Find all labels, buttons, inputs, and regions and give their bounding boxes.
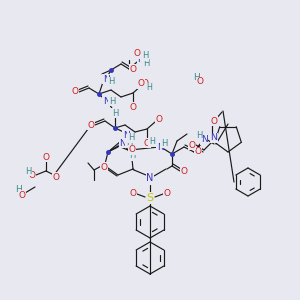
Text: N: N bbox=[123, 130, 129, 140]
Text: H: H bbox=[143, 58, 149, 68]
Text: H: H bbox=[126, 139, 132, 148]
Text: O: O bbox=[134, 50, 140, 58]
Text: O: O bbox=[130, 64, 136, 74]
Text: O: O bbox=[19, 190, 26, 200]
Text: H: H bbox=[142, 52, 148, 61]
Text: N: N bbox=[201, 136, 207, 145]
Text: O: O bbox=[155, 116, 163, 124]
Text: S: S bbox=[146, 193, 154, 203]
Text: O: O bbox=[130, 103, 136, 112]
Text: O: O bbox=[142, 80, 148, 88]
Text: O: O bbox=[181, 167, 188, 176]
Text: N: N bbox=[157, 143, 164, 152]
Text: O: O bbox=[194, 148, 202, 157]
Text: N: N bbox=[137, 55, 145, 64]
Text: O: O bbox=[43, 152, 50, 161]
Text: H: H bbox=[161, 139, 167, 148]
Text: O: O bbox=[188, 140, 196, 149]
Text: H: H bbox=[109, 97, 115, 106]
Text: H: H bbox=[108, 77, 114, 86]
Text: N: N bbox=[211, 134, 218, 142]
Text: O: O bbox=[164, 190, 170, 199]
Text: N: N bbox=[146, 173, 154, 183]
Text: N: N bbox=[103, 74, 110, 83]
Text: O: O bbox=[137, 80, 145, 88]
Text: O: O bbox=[211, 116, 218, 125]
Text: O: O bbox=[71, 88, 79, 97]
Text: O: O bbox=[28, 170, 35, 179]
Text: O: O bbox=[143, 139, 151, 148]
Text: H: H bbox=[196, 130, 202, 140]
Text: O: O bbox=[128, 146, 136, 154]
Text: H: H bbox=[128, 134, 134, 142]
Text: O: O bbox=[196, 77, 203, 86]
Text: O: O bbox=[100, 163, 107, 172]
Text: H: H bbox=[25, 167, 31, 176]
Text: H: H bbox=[112, 109, 118, 118]
Text: N: N bbox=[103, 97, 110, 106]
Text: O: O bbox=[88, 121, 94, 130]
Text: O: O bbox=[52, 172, 59, 182]
Text: H: H bbox=[146, 83, 152, 92]
Text: H: H bbox=[149, 137, 155, 146]
Text: H: H bbox=[15, 185, 21, 194]
Text: H: H bbox=[193, 73, 200, 82]
Text: O: O bbox=[130, 190, 136, 199]
Text: H: H bbox=[129, 152, 135, 160]
Text: N: N bbox=[120, 139, 126, 148]
